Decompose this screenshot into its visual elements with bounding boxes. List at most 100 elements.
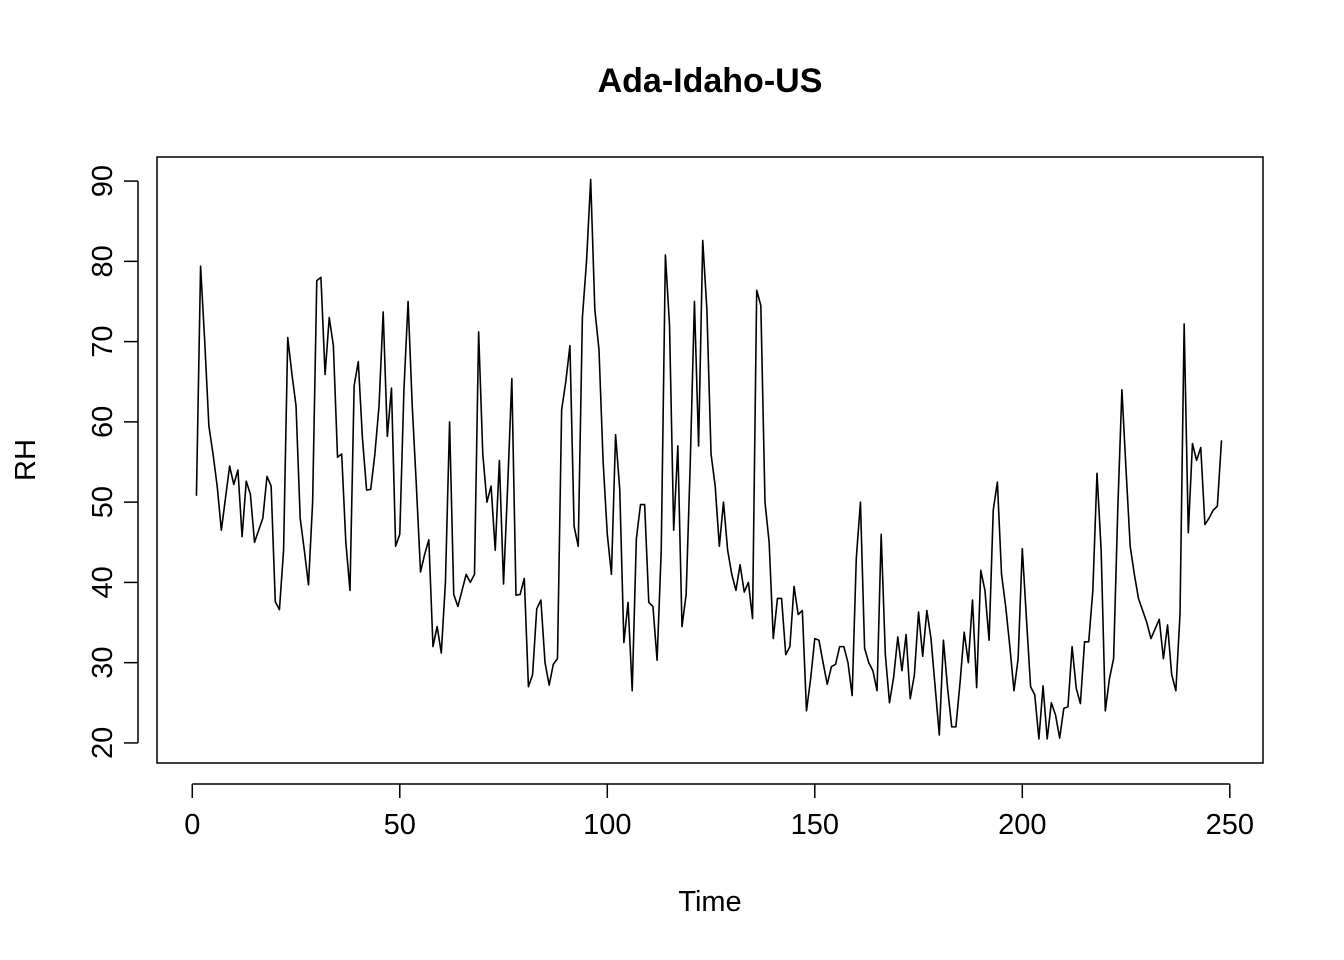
data-point	[947, 688, 948, 689]
data-point	[997, 481, 998, 482]
data-point	[980, 570, 981, 571]
data-point	[312, 502, 313, 503]
data-point	[1084, 641, 1085, 642]
data-point	[374, 453, 375, 454]
data-point	[428, 539, 429, 540]
data-point	[731, 574, 732, 575]
data-point	[781, 598, 782, 599]
data-point	[329, 317, 330, 318]
data-point	[1072, 646, 1073, 647]
data-point	[573, 526, 574, 527]
series-group	[196, 179, 1222, 740]
x-tick-label: 150	[791, 809, 839, 841]
data-point	[358, 361, 359, 362]
data-point	[984, 590, 985, 591]
data-point	[661, 550, 662, 551]
data-point	[275, 601, 276, 602]
data-point	[279, 609, 280, 610]
data-point	[1204, 524, 1205, 525]
data-point	[744, 591, 745, 592]
data-point	[752, 618, 753, 619]
data-point	[748, 582, 749, 583]
data-point	[499, 460, 500, 461]
data-point	[304, 550, 305, 551]
x-tick-label: 250	[1206, 809, 1254, 841]
data-point	[603, 461, 604, 462]
data-point	[225, 498, 226, 499]
data-point	[1167, 624, 1168, 625]
data-point	[893, 677, 894, 678]
data-point	[528, 686, 529, 687]
x-axis-label: Time	[678, 886, 741, 918]
data-point	[1047, 738, 1048, 739]
data-point	[1200, 447, 1201, 448]
data-point	[200, 266, 201, 267]
data-point	[1184, 323, 1185, 324]
data-point	[1055, 714, 1056, 715]
x-tick-label: 0	[184, 809, 200, 841]
data-point	[885, 654, 886, 655]
data-point	[1188, 532, 1189, 533]
data-point	[1042, 685, 1043, 686]
data-point	[901, 670, 902, 671]
data-point	[814, 638, 815, 639]
data-point	[237, 469, 238, 470]
data-point	[544, 662, 545, 663]
data-point	[316, 280, 317, 281]
data-point	[611, 574, 612, 575]
data-point	[362, 437, 363, 438]
x-tick-label: 200	[998, 809, 1046, 841]
data-point	[486, 502, 487, 503]
data-point	[258, 530, 259, 531]
data-point	[686, 594, 687, 595]
data-point	[856, 558, 857, 559]
data-point	[864, 648, 865, 649]
data-point	[1113, 658, 1114, 659]
data-point	[324, 374, 325, 375]
data-point	[905, 634, 906, 635]
data-point	[565, 381, 566, 382]
data-point	[1067, 706, 1068, 707]
data-point	[988, 640, 989, 641]
data-point	[785, 654, 786, 655]
data-point	[843, 646, 844, 647]
data-point	[1159, 619, 1160, 620]
data-point	[897, 636, 898, 637]
data-point	[955, 726, 956, 727]
data-point	[690, 461, 691, 462]
data-point	[208, 425, 209, 426]
data-point	[773, 638, 774, 639]
data-point	[196, 495, 197, 496]
data-point	[868, 662, 869, 663]
data-point	[1134, 574, 1135, 575]
data-point	[308, 584, 309, 585]
y-tick-label: 20	[87, 727, 119, 759]
data-point	[246, 481, 247, 482]
data-point	[1217, 506, 1218, 507]
data-point	[1022, 548, 1023, 549]
y-tick-label: 90	[87, 165, 119, 197]
data-point	[615, 434, 616, 435]
data-point	[349, 590, 350, 591]
data-point	[557, 658, 558, 659]
data-point	[337, 457, 338, 458]
x-tick-label: 50	[384, 809, 416, 841]
data-point	[1163, 658, 1164, 659]
data-point	[806, 710, 807, 711]
data-point	[1013, 690, 1014, 691]
data-point	[474, 574, 475, 575]
data-point	[578, 546, 579, 547]
data-point	[524, 578, 525, 579]
data-point	[1142, 610, 1143, 611]
data-point	[964, 632, 965, 633]
data-point	[582, 317, 583, 318]
data-point	[420, 571, 421, 572]
data-point	[706, 309, 707, 310]
data-point	[320, 277, 321, 278]
data-point	[881, 534, 882, 535]
y-tick-label: 50	[87, 486, 119, 518]
data-point	[495, 550, 496, 551]
data-point	[835, 664, 836, 665]
data-point	[345, 542, 346, 543]
